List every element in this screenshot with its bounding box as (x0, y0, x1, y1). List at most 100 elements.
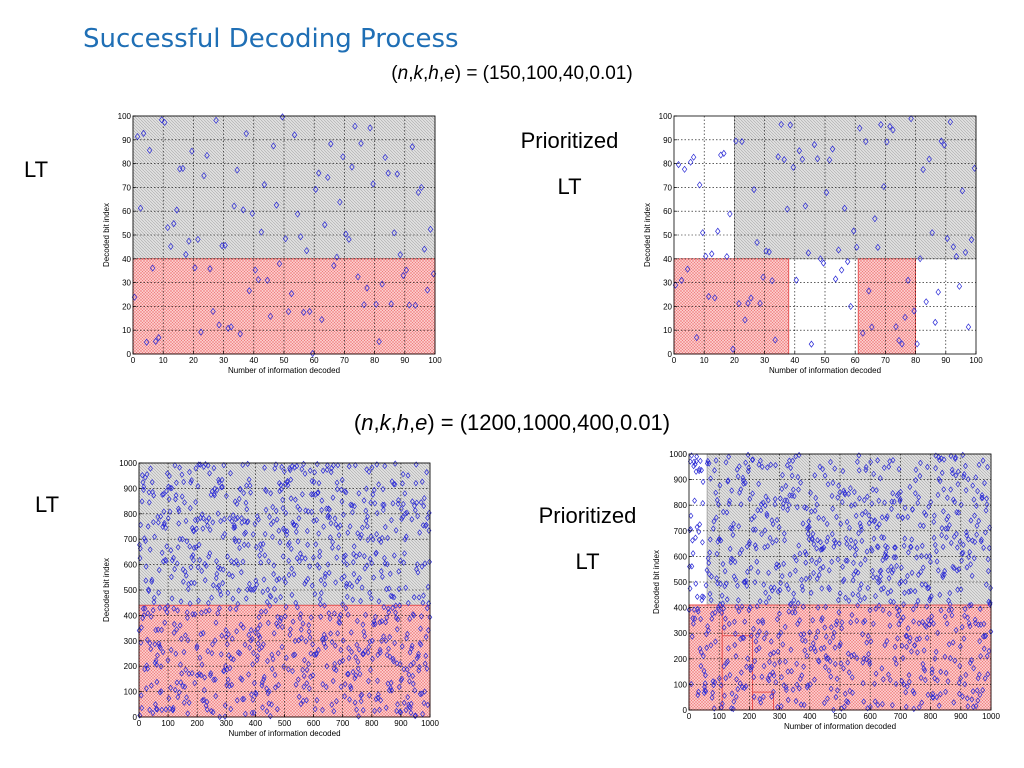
data-point (400, 480, 405, 487)
y-tick-label: 100 (659, 112, 673, 121)
data-point (889, 569, 895, 576)
data-point (162, 619, 168, 626)
data-point (314, 516, 320, 524)
data-point (339, 498, 345, 505)
parameters-label-2: (n,k,h,e) = (1200,1000,400,0.01) (353, 410, 671, 435)
data-point (145, 523, 151, 530)
data-point (782, 537, 787, 544)
data-point (139, 471, 145, 479)
data-point (178, 679, 184, 686)
data-point (741, 634, 747, 642)
data-point (791, 492, 797, 500)
data-point (381, 633, 386, 640)
data-point (693, 333, 700, 342)
data-point (283, 603, 289, 611)
data-point (394, 660, 400, 667)
data-point (975, 487, 980, 495)
data-point (888, 587, 894, 595)
data-point (369, 559, 375, 567)
data-point (815, 604, 821, 611)
y-tick-label: 300 (124, 637, 138, 646)
data-point (212, 485, 218, 492)
data-point (275, 622, 281, 630)
data-point (300, 620, 306, 627)
data-point (144, 471, 150, 478)
data-point (863, 137, 869, 146)
data-point (338, 683, 344, 691)
data-point (279, 486, 284, 493)
data-point (347, 696, 352, 703)
data-point (424, 469, 430, 476)
data-point (158, 513, 164, 520)
data-point (970, 537, 975, 544)
data-point (331, 462, 336, 469)
data-point (371, 486, 377, 494)
data-point (719, 700, 725, 707)
data-point (884, 138, 890, 146)
data-point (908, 587, 914, 595)
data-point (294, 462, 300, 470)
data-point (915, 499, 921, 507)
data-point (379, 280, 385, 288)
data-point (735, 582, 740, 589)
data-point (867, 607, 873, 614)
data-point (281, 468, 287, 475)
data-point (258, 559, 264, 566)
data-point (224, 681, 230, 689)
data-point (216, 582, 222, 590)
y-tick-label: 30 (663, 279, 672, 288)
data-point (192, 264, 198, 272)
data-point (938, 607, 944, 614)
data-point (702, 680, 708, 687)
data-point (334, 486, 340, 493)
data-point (368, 666, 373, 674)
data-point (197, 654, 203, 661)
data-point (238, 621, 244, 628)
data-point (768, 651, 773, 658)
data-point (265, 690, 271, 697)
data-point (900, 514, 906, 521)
data-point (267, 312, 274, 320)
data-point (388, 300, 394, 308)
x-axis-label: Number of information decoded (769, 366, 881, 375)
data-point (728, 555, 734, 563)
data-point (172, 462, 178, 469)
data-point (690, 620, 696, 627)
data-point (328, 140, 334, 148)
data-point (387, 633, 393, 641)
data-point (364, 562, 370, 569)
data-point (140, 129, 147, 137)
data-point (800, 636, 805, 644)
data-point (760, 617, 765, 624)
data-point (306, 685, 312, 692)
param-k: k (379, 410, 391, 435)
data-point (810, 640, 816, 647)
data-point (382, 554, 387, 562)
data-point (415, 512, 421, 520)
y-tick-label: 300 (674, 629, 688, 638)
data-point (164, 608, 170, 616)
data-point (778, 703, 784, 710)
data-point (275, 649, 281, 657)
data-point (331, 665, 337, 672)
x-tick-label: 900 (954, 712, 968, 721)
data-point (231, 522, 237, 529)
data-point (925, 691, 931, 699)
data-point (854, 243, 860, 251)
data-point (361, 497, 367, 504)
data-point (211, 464, 217, 472)
x-tick-label: 40 (249, 356, 258, 365)
data-point (825, 695, 830, 702)
data-point (769, 693, 774, 700)
data-point (313, 185, 319, 193)
data-point (390, 604, 395, 612)
data-point (217, 713, 223, 721)
data-point (244, 482, 249, 489)
y-tick-label: 200 (124, 662, 138, 671)
data-point (847, 687, 853, 695)
data-point (222, 241, 228, 249)
data-point (396, 585, 402, 593)
data-point (979, 491, 985, 499)
data-point (951, 496, 956, 503)
